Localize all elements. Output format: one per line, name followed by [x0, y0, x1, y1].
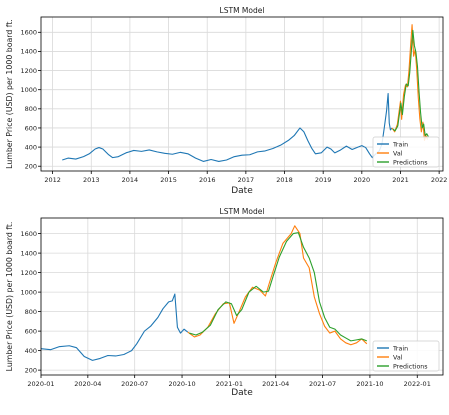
x-tick-label: 2020-10 [168, 380, 195, 388]
x-tick-label: 2013 [83, 176, 100, 184]
x-axis-label: Date [231, 186, 253, 196]
x-tick-label: 2016 [199, 176, 216, 184]
x-tick-label: 2021-10 [356, 380, 383, 388]
x-tick-label: 2017 [238, 176, 255, 184]
y-tick-label: 1400 [20, 249, 37, 257]
x-axis-label: Date [231, 388, 253, 398]
series-line-predictions [189, 232, 368, 342]
x-tick-label: 2019 [315, 176, 332, 184]
y-tick-label: 1000 [20, 288, 37, 296]
legend-label-val: Val [393, 354, 403, 361]
x-tick-label: 2020-01 [27, 380, 54, 388]
legend-label-predictions: Predictions [393, 363, 428, 370]
x-tick-label: 2021-07 [309, 380, 336, 388]
series-line-val [187, 225, 368, 346]
y-axis-label: Lumber Price (USD) per 1000 board ft. [5, 19, 14, 169]
x-tick-label: 2021 [392, 176, 409, 184]
x-tick-label: 2021-04 [262, 380, 289, 388]
legend-label-train: Train [392, 345, 408, 352]
series-line-predictions [392, 29, 429, 137]
y-tick-label: 1200 [20, 67, 37, 75]
series-line-train [40, 293, 189, 361]
legend-label-predictions: Predictions [393, 159, 428, 166]
y-tick-label: 400 [25, 347, 37, 355]
chart-title: LSTM Model [220, 6, 265, 15]
y-tick-label: 1200 [20, 269, 37, 277]
chart-1: 2012 2013 2014 2015 2016 2017 2018 2019 2020 2021… [5, 6, 447, 196]
chart-2: 2020-01 2020-04 2020-07 2020-10 2021-01 2021-… [5, 207, 444, 398]
y-tick-label: 200 [25, 366, 37, 374]
y-tick-label: 800 [25, 105, 37, 113]
x-tick-label: 2018 [276, 176, 293, 184]
legend-box [372, 136, 440, 168]
y-tick-label: 200 [25, 163, 37, 171]
y-tick-label: 1400 [20, 48, 37, 56]
legend: Train Val Predictions [372, 136, 440, 168]
y-tick-label: 800 [25, 308, 37, 316]
x-tick-label: 2022 [431, 176, 448, 184]
y-tick-label: 1000 [20, 86, 37, 94]
series-line-val [391, 24, 429, 141]
series-line-train [62, 92, 393, 162]
y-tick-label: 400 [25, 143, 37, 151]
x-tick-label: 2015 [160, 176, 177, 184]
x-tick-label: 2014 [122, 176, 139, 184]
legend-label-val: Val [393, 150, 403, 157]
x-tick-label: 2012 [44, 176, 61, 184]
x-tick-label: 2020-07 [121, 380, 148, 388]
y-tick-label: 1600 [20, 230, 37, 238]
x-tick-label: 2022-01 [404, 380, 431, 388]
x-tick-label: 2020-04 [74, 380, 101, 388]
legend-box [372, 340, 440, 372]
chart-title: LSTM Model [220, 207, 265, 216]
y-axis-label: Lumber Price (USD) per 1000 board ft. [5, 222, 14, 372]
y-tick-label: 600 [25, 124, 37, 132]
x-tick-label: 2020 [354, 176, 371, 184]
plot-frame [40, 217, 444, 376]
plot-frame [40, 16, 444, 172]
y-tick-label: 600 [25, 327, 37, 335]
legend-label-train: Train [392, 141, 408, 148]
y-tick-label: 1600 [20, 29, 37, 37]
legend: Train Val Predictions [372, 340, 440, 372]
x-tick-label: 2021-01 [216, 380, 243, 388]
